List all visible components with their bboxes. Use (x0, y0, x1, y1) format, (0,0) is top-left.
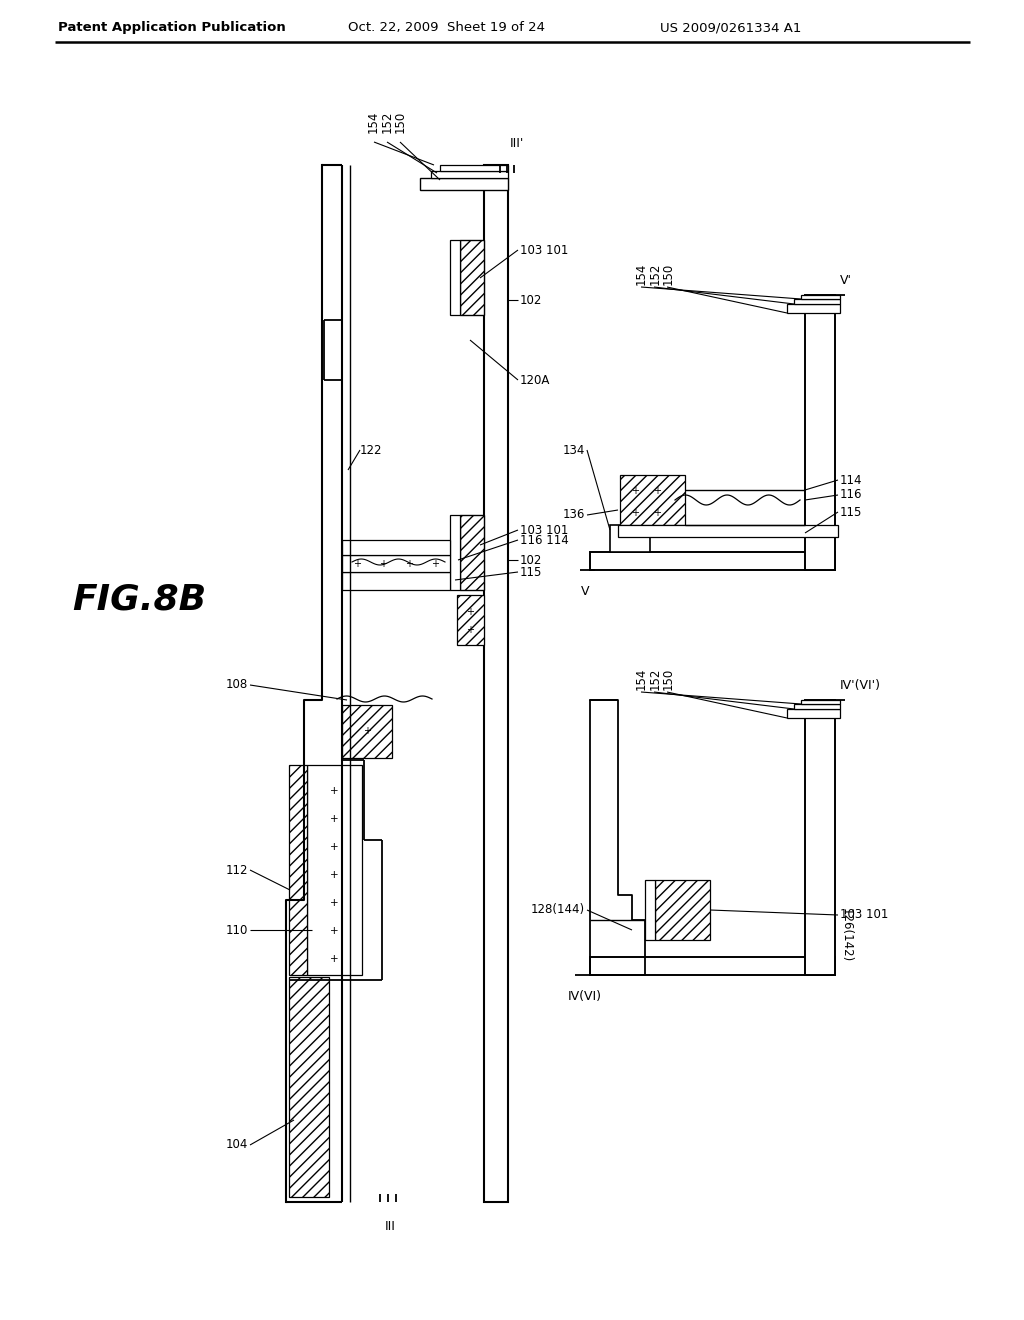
Text: 115: 115 (840, 506, 862, 519)
Text: 103 101: 103 101 (840, 908, 889, 921)
Bar (794, 704, 840, 709)
Text: 154: 154 (367, 111, 380, 133)
Text: +: + (406, 558, 413, 569)
Text: +: + (330, 785, 339, 796)
Text: +: + (631, 508, 639, 517)
Text: 108: 108 (225, 678, 248, 692)
Bar (460, 240, 484, 315)
Bar (289, 766, 307, 975)
Bar (787, 304, 840, 313)
Bar (450, 515, 460, 590)
Text: 102: 102 (520, 553, 543, 566)
Text: 103 101: 103 101 (520, 524, 568, 536)
Text: +: + (330, 814, 339, 824)
Text: III': III' (510, 137, 524, 150)
Text: +: + (353, 558, 361, 569)
Text: 128(144): 128(144) (530, 903, 585, 916)
Text: 114: 114 (840, 474, 862, 487)
Bar (342, 540, 450, 554)
Text: 120A: 120A (520, 374, 550, 387)
Bar (805, 700, 835, 975)
Text: 126(142): 126(142) (840, 908, 853, 962)
Text: 102: 102 (520, 293, 543, 306)
Bar (342, 705, 392, 758)
Bar (431, 172, 508, 178)
Bar (450, 240, 460, 315)
Text: FIG.8B: FIG.8B (72, 583, 206, 616)
Bar (420, 178, 508, 190)
Bar (440, 165, 508, 172)
Text: 154: 154 (635, 263, 648, 285)
Text: +: + (330, 870, 339, 880)
Text: 115: 115 (520, 565, 543, 578)
Bar (590, 957, 835, 975)
Text: Patent Application Publication: Patent Application Publication (58, 21, 286, 34)
Bar (484, 165, 508, 1203)
Text: 104: 104 (225, 1138, 248, 1151)
Text: 134: 134 (562, 444, 585, 457)
Bar (620, 475, 685, 525)
Text: 152: 152 (381, 111, 394, 133)
Text: +: + (330, 954, 339, 964)
Text: 152: 152 (649, 263, 662, 285)
Text: +: + (653, 508, 662, 517)
Text: 116 114: 116 114 (520, 533, 568, 546)
Text: III: III (385, 1220, 395, 1233)
Text: V': V' (840, 275, 852, 286)
Text: +: + (330, 842, 339, 851)
Text: 150: 150 (662, 668, 675, 690)
Bar (610, 525, 650, 552)
Bar (590, 552, 835, 570)
Bar (645, 880, 655, 940)
Bar (805, 294, 835, 570)
Text: +: + (431, 558, 439, 569)
Text: V: V (581, 585, 589, 598)
Text: IV'(VI'): IV'(VI') (840, 678, 881, 692)
Bar (618, 525, 838, 537)
Text: +: + (467, 624, 474, 635)
Bar (801, 700, 840, 704)
Bar (801, 294, 840, 300)
Text: +: + (330, 898, 339, 908)
Text: +: + (631, 486, 639, 496)
Text: Oct. 22, 2009  Sheet 19 of 24: Oct. 22, 2009 Sheet 19 of 24 (348, 21, 545, 34)
Bar (794, 300, 840, 304)
Text: 136: 136 (562, 508, 585, 521)
Bar (289, 977, 329, 1197)
Text: IV(VI): IV(VI) (568, 990, 602, 1003)
Text: 112: 112 (225, 863, 248, 876)
Text: +: + (467, 607, 474, 616)
Bar (342, 572, 450, 590)
Text: +: + (362, 726, 371, 737)
Bar (460, 515, 484, 590)
Text: US 2009/0261334 A1: US 2009/0261334 A1 (660, 21, 802, 34)
Text: 154: 154 (635, 668, 648, 690)
Text: 116: 116 (840, 488, 862, 502)
Bar (457, 595, 484, 645)
Bar (787, 709, 840, 718)
Text: +: + (653, 486, 662, 496)
Text: 150: 150 (662, 263, 675, 285)
Text: 110: 110 (225, 924, 248, 936)
Text: 150: 150 (394, 111, 407, 133)
Bar (655, 880, 710, 940)
Text: +: + (379, 558, 387, 569)
Text: 122: 122 (360, 444, 383, 457)
Text: 103 101: 103 101 (520, 243, 568, 256)
Text: 152: 152 (649, 668, 662, 690)
Bar (342, 554, 450, 572)
Text: +: + (330, 927, 339, 936)
Bar (307, 766, 362, 975)
